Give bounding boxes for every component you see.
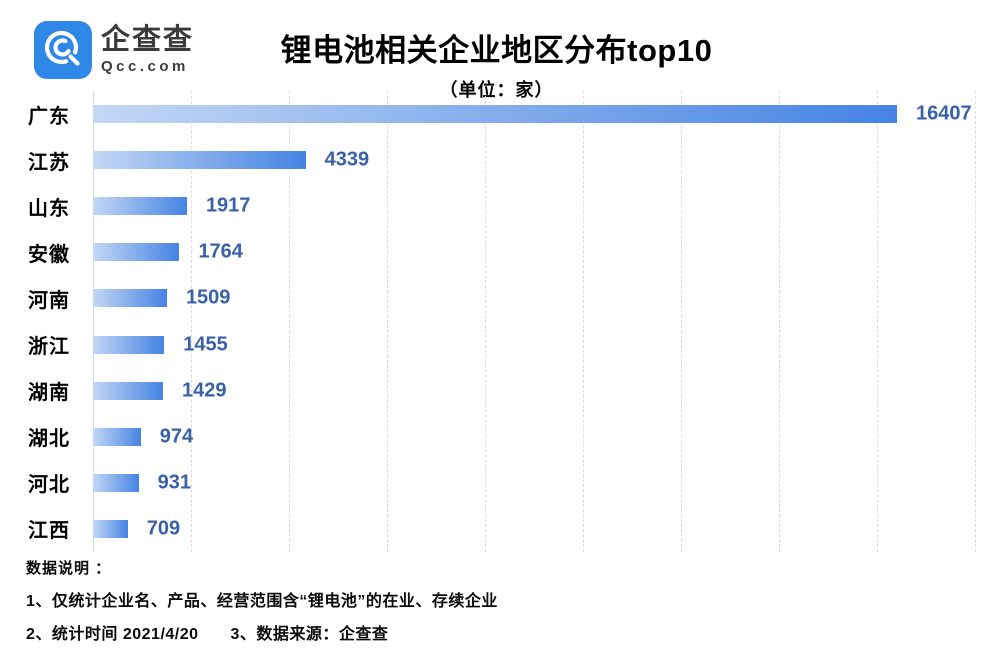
note-line-2b: 3、数据来源：企查查 <box>230 626 389 643</box>
value-label: 1429 <box>182 379 227 402</box>
bar <box>93 519 128 538</box>
bar <box>93 151 306 170</box>
value-label: 709 <box>146 517 181 540</box>
note-line-2: 2、统计时间 2021/4/20 3、数据来源：企查查 <box>26 620 498 644</box>
data-notes: 数据说明 ： 1、仅统计企业名、产品、经营范围含“锂电池”的在业、存续企业 2、… <box>26 557 498 644</box>
brand-domain: Qcc.com <box>101 58 189 76</box>
bar <box>93 335 165 354</box>
unit-subtitle: （单位：家） <box>439 80 554 100</box>
bar-area: 16407 <box>93 91 993 137</box>
bar <box>93 473 139 492</box>
bar <box>93 197 187 216</box>
category-label: 河北 <box>28 474 70 497</box>
note-line-2a: 2、统计时间 2021/4/20 <box>26 626 199 643</box>
brand-name: 企查查 <box>101 23 195 56</box>
title-block: 锂电池相关企业地区分布top10 （单位：家） <box>0 25 993 102</box>
category-label: 江苏 <box>28 151 70 174</box>
category-label: 河南 <box>28 289 70 312</box>
bar <box>93 427 141 446</box>
chart-row: 山东 1917 <box>0 183 993 229</box>
chart-row: 湖北 974 <box>0 414 993 460</box>
bar-area: 1917 <box>93 183 993 229</box>
chart-row: 浙江 1455 <box>0 321 993 367</box>
bar-area: 4339 <box>93 137 993 183</box>
bar-area: 1429 <box>93 368 993 414</box>
value-label: 4339 <box>324 148 370 171</box>
category-label: 湖北 <box>28 428 70 451</box>
value-label: 16407 <box>916 102 972 125</box>
bar <box>93 381 164 400</box>
qcc-logo-icon <box>34 21 92 79</box>
chart-row: 江苏 4339 <box>0 137 993 183</box>
category-label: 浙江 <box>28 336 70 359</box>
bar <box>93 243 180 262</box>
category-label: 安徽 <box>28 243 70 266</box>
notes-heading: 数据说明 ： <box>26 560 112 577</box>
bar-area: 1764 <box>93 229 993 275</box>
chart-row: 广东 16407 <box>0 91 993 137</box>
category-label: 江西 <box>28 520 70 543</box>
bar-area: 974 <box>93 414 993 460</box>
chart-row: 江西 709 <box>0 506 993 552</box>
bar-area: 1509 <box>93 275 993 321</box>
value-label: 1455 <box>183 333 228 356</box>
chart-row: 河南 1509 <box>0 275 993 321</box>
bar <box>93 105 897 124</box>
bar <box>93 289 167 308</box>
chart-row: 河北 931 <box>0 460 993 506</box>
chart-row: 安徽 1764 <box>0 229 993 275</box>
value-label: 1764 <box>198 240 243 263</box>
note-line-1: 1、仅统计企业名、产品、经营范围含“锂电池”的在业、存续企业 <box>26 593 498 610</box>
category-label: 山东 <box>28 197 70 220</box>
page-title: 锂电池相关企业地区分布top10 <box>280 33 713 68</box>
chart-rows: 广东 16407 江苏 4339 山东 1917 安徽 1764 河南 1509 浙江 1455 湖南 1… <box>0 91 993 552</box>
value-label: 974 <box>159 425 194 448</box>
bar-area: 931 <box>93 460 993 506</box>
qcc-logo: 企查查 Qcc.com <box>34 21 194 79</box>
chart-row: 湖南 1429 <box>0 368 993 414</box>
value-label: 931 <box>157 471 191 494</box>
category-label: 湖南 <box>28 382 70 405</box>
value-label: 1509 <box>185 286 231 309</box>
bar-area: 1455 <box>93 321 993 367</box>
brand-text: 企查查 Qcc.com <box>101 23 195 76</box>
bar-area: 709 <box>93 506 993 552</box>
value-label: 1917 <box>205 194 251 217</box>
bar-chart: 广东 16407 江苏 4339 山东 1917 安徽 1764 河南 1509 浙江 1455 湖南 1… <box>0 91 993 552</box>
category-label: 广东 <box>28 105 70 128</box>
